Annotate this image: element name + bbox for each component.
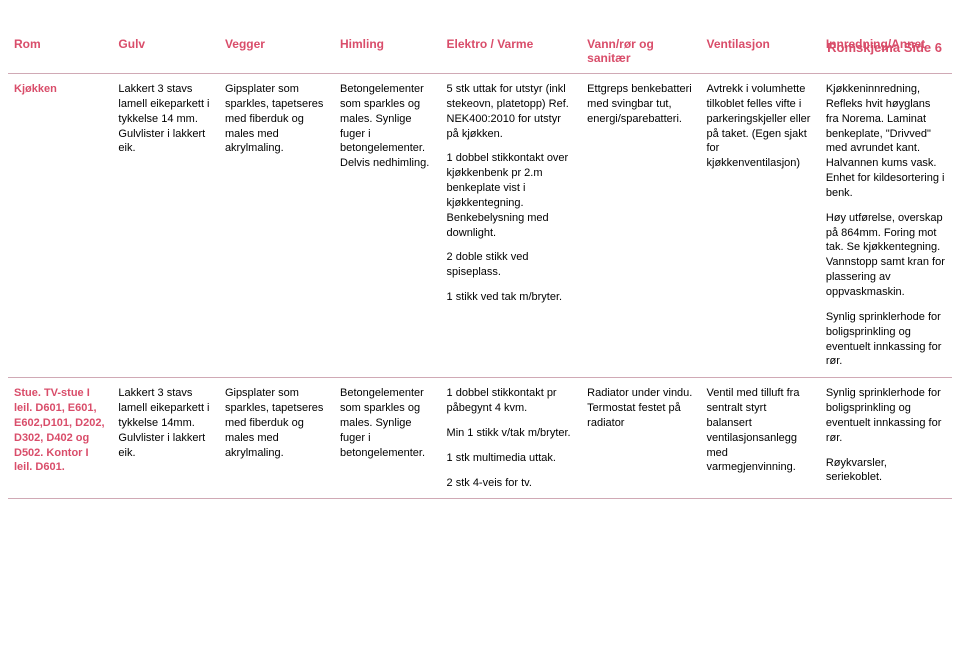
cell-text: Gipsplater som sparkles, tapetseres med … bbox=[225, 386, 328, 460]
page-header: Romskjema Side 6 bbox=[827, 40, 942, 55]
col-header-himling: Himling bbox=[334, 32, 441, 74]
room-name: Stue. TV-stue I leil. D601, E601, E602,D… bbox=[8, 378, 112, 499]
cell-vann: Radiator under vindu. Termostat festet p… bbox=[581, 378, 700, 499]
cell-text: Avtrekk i volumhette tilkoblet felles vi… bbox=[707, 82, 814, 171]
room-name: Kjøkken bbox=[8, 74, 112, 378]
cell-text: 2 stk 4-veis for tv. bbox=[447, 476, 576, 491]
cell-text: Lakkert 3 stavs lamell eikeparkett i tyk… bbox=[118, 82, 213, 156]
cell-text: Lakkert 3 stavs lamell eikeparkett i tyk… bbox=[118, 386, 213, 460]
cell-text: Ettgreps benkebatteri med svingbar tut, … bbox=[587, 82, 694, 127]
col-header-rom: Rom bbox=[8, 32, 112, 74]
cell-vegger: Gipsplater som sparkles, tapetseres med … bbox=[219, 378, 334, 499]
cell-elektro: 5 stk uttak for utstyr (inkl stekeovn, p… bbox=[441, 74, 582, 378]
cell-gulv: Lakkert 3 stavs lamell eikeparkett i tyk… bbox=[112, 74, 219, 378]
cell-vegger: Gipsplater som sparkles, tapetseres med … bbox=[219, 74, 334, 378]
cell-text: Høy utførelse, overskap på 864mm. Foring… bbox=[826, 211, 946, 300]
cell-text: Kjøkkeninnredning, Refleks hvit høyglans… bbox=[826, 82, 946, 201]
table-body: KjøkkenLakkert 3 stavs lamell eikeparket… bbox=[8, 74, 952, 499]
cell-vent: Avtrekk i volumhette tilkoblet felles vi… bbox=[701, 74, 820, 378]
romskjema-table: Rom Gulv Vegger Himling Elektro / Varme … bbox=[8, 32, 952, 499]
cell-text: 2 doble stikk ved spiseplass. bbox=[447, 250, 576, 280]
cell-text: Synlig sprinklerhode for boligsprinkling… bbox=[826, 310, 946, 369]
col-header-elektro: Elektro / Varme bbox=[441, 32, 582, 74]
cell-himling: Betongelementer som sparkles og males. S… bbox=[334, 378, 441, 499]
table-header-row: Rom Gulv Vegger Himling Elektro / Varme … bbox=[8, 32, 952, 74]
cell-text: Radiator under vindu. Termostat festet p… bbox=[587, 386, 694, 431]
cell-text: Min 1 stikk v/tak m/bryter. bbox=[447, 426, 576, 441]
col-header-vent: Ventilasjon bbox=[701, 32, 820, 74]
cell-text: Betongelementer som sparkles og males. S… bbox=[340, 82, 435, 171]
cell-text: Gipsplater som sparkles, tapetseres med … bbox=[225, 82, 328, 156]
cell-vent: Ventil med tilluft fra sentralt styrt ba… bbox=[701, 378, 820, 499]
cell-gulv: Lakkert 3 stavs lamell eikeparkett i tyk… bbox=[112, 378, 219, 499]
cell-text: 1 stk multimedia uttak. bbox=[447, 451, 576, 466]
cell-text: Synlig sprinklerhode for boligsprinkling… bbox=[826, 386, 946, 445]
cell-himling: Betongelementer som sparkles og males. S… bbox=[334, 74, 441, 378]
col-header-gulv: Gulv bbox=[112, 32, 219, 74]
table-row: Stue. TV-stue I leil. D601, E601, E602,D… bbox=[8, 378, 952, 499]
cell-text: 5 stk uttak for utstyr (inkl stekeovn, p… bbox=[447, 82, 576, 141]
cell-innr: Synlig sprinklerhode for boligsprinkling… bbox=[820, 378, 952, 499]
cell-text: 1 dobbel stikkontakt pr påbegynt 4 kvm. bbox=[447, 386, 576, 416]
col-header-vegger: Vegger bbox=[219, 32, 334, 74]
page-label: Romskjema Side 6 bbox=[827, 40, 942, 55]
table-row: KjøkkenLakkert 3 stavs lamell eikeparket… bbox=[8, 74, 952, 378]
cell-text: Ventil med tilluft fra sentralt styrt ba… bbox=[707, 386, 814, 475]
cell-text: 1 stikk ved tak m/bryter. bbox=[447, 290, 576, 305]
cell-text: 1 dobbel stikkontakt over kjøkkenbenk pr… bbox=[447, 151, 576, 240]
cell-innr: Kjøkkeninnredning, Refleks hvit høyglans… bbox=[820, 74, 952, 378]
cell-vann: Ettgreps benkebatteri med svingbar tut, … bbox=[581, 74, 700, 378]
cell-text: Betongelementer som sparkles og males. S… bbox=[340, 386, 435, 460]
cell-text: Røykvarsler, seriekoblet. bbox=[826, 456, 946, 486]
cell-elektro: 1 dobbel stikkontakt pr påbegynt 4 kvm. M… bbox=[441, 378, 582, 499]
col-header-vann: Vann/rør og sanitær bbox=[581, 32, 700, 74]
